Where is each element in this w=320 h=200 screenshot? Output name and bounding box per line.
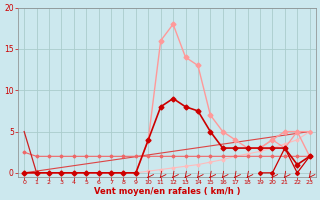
X-axis label: Vent moyen/en rafales ( km/h ): Vent moyen/en rafales ( km/h ) [94, 187, 240, 196]
